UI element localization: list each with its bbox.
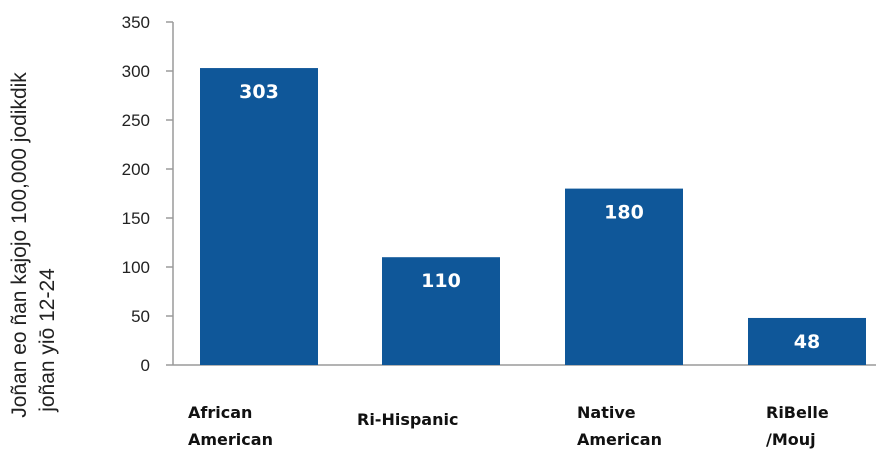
y-tick-label: 100	[122, 258, 150, 277]
y-axis-title: Joñan eo ñan kajojo 100,000 jodikdik joña…	[8, 72, 59, 418]
y-axis-title-line: joñan yiō 12-24	[36, 268, 59, 413]
category-label: Ri-Hispanic	[357, 410, 458, 429]
bar-value-label: 180	[604, 202, 644, 224]
category-label: RiBelle/Mouj	[766, 403, 829, 449]
bar-value-label: 110	[421, 270, 461, 292]
category-label: Native American	[577, 403, 662, 449]
category-label-line: Native	[577, 403, 636, 422]
y-tick-label: 0	[141, 356, 150, 375]
y-tick-label: 300	[122, 62, 150, 81]
y-tick-label: 50	[131, 307, 150, 326]
y-axis-title-line: Joñan eo ñan kajojo 100,000 jodikdik	[8, 72, 31, 418]
y-axis: 0 50 100 150 200 250 300 350	[122, 13, 174, 375]
category-label-line: American	[577, 430, 662, 449]
bars: 303 110 180 48	[200, 68, 866, 365]
category-label-line: RiBelle	[766, 403, 829, 422]
y-axis-label: Joñan eo ñan kajojo 100,000 jodikdik joña…	[8, 72, 59, 418]
category-label-line: Ri-Hispanic	[357, 410, 458, 429]
category-label: African American	[188, 403, 273, 449]
y-tick-label: 250	[122, 111, 150, 130]
category-labels: African American Ri-Hispanic Native American…	[188, 403, 829, 449]
bar-1	[382, 257, 500, 365]
y-tick-label: 350	[122, 13, 150, 32]
bar-value-label: 48	[794, 331, 820, 353]
category-label-line: African	[188, 403, 252, 422]
bar-3	[748, 317, 866, 365]
y-tick-label: 150	[122, 209, 150, 228]
category-label-line: /Mouj	[766, 430, 816, 449]
bar-0	[200, 68, 318, 365]
category-label-line: American	[188, 430, 273, 449]
bar-value-label: 303	[239, 81, 279, 103]
y-tick-label: 200	[122, 160, 150, 179]
bar-2	[565, 188, 683, 365]
